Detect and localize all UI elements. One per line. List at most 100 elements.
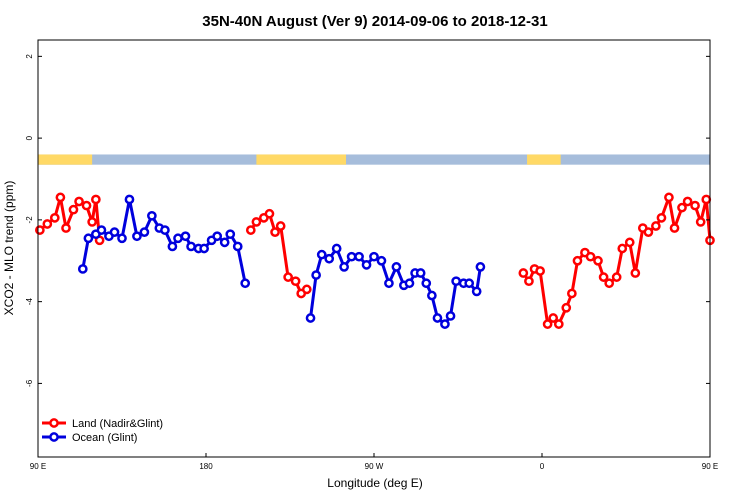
data-point [290, 276, 301, 287]
data-point [305, 313, 316, 323]
land-ocean-strip [38, 154, 710, 165]
data-point [598, 272, 609, 282]
data-point [427, 290, 437, 301]
data-point [212, 231, 223, 242]
series-line [522, 195, 712, 326]
data-point [404, 278, 415, 289]
data-point [339, 262, 349, 272]
data-point [186, 241, 196, 252]
series-land [35, 192, 715, 329]
data-point [651, 221, 661, 231]
data-point [346, 251, 357, 262]
y-axis: 2 0 -2 -4 -6 [25, 54, 710, 387]
x-tick-label: 90 W [365, 462, 384, 471]
legend-label: Ocean (Glint) [72, 432, 137, 444]
y-tick-label: -2 [25, 216, 34, 224]
land-strip-segment [256, 154, 346, 165]
data-point [361, 260, 372, 270]
data-point [518, 268, 529, 278]
data-point [117, 233, 127, 244]
data-point [68, 204, 79, 215]
ocean-strip [38, 154, 710, 165]
land-strip-segment [38, 154, 93, 165]
data-point [139, 227, 150, 237]
data-point [701, 194, 712, 205]
x-tick-label: 90 E [30, 462, 46, 471]
data-point [283, 272, 293, 282]
data-point [251, 217, 262, 227]
data-point [384, 278, 394, 289]
data-point [415, 268, 426, 278]
data-point [669, 223, 680, 233]
data-point [173, 233, 183, 244]
data-point [593, 255, 603, 266]
data-point [695, 217, 706, 227]
data-point [451, 276, 461, 287]
data-point [42, 219, 53, 229]
data-point [440, 319, 450, 329]
data-point [475, 262, 486, 272]
data-point [232, 241, 243, 252]
data-point [585, 251, 596, 262]
data-point [109, 227, 120, 237]
x-tick-label: 180 [199, 462, 213, 471]
data-point [421, 278, 432, 289]
legend-marker [49, 432, 59, 442]
data-point [331, 243, 342, 254]
data-point [49, 212, 60, 223]
data-point [96, 225, 107, 235]
series-layer [35, 192, 715, 329]
data-point [369, 251, 379, 262]
y-tick-label: -4 [25, 298, 34, 306]
chart-title: 35N-40N August (Ver 9) 2014-09-06 to 201… [202, 13, 547, 30]
data-point [561, 302, 572, 313]
data-point [55, 192, 66, 203]
series-line [309, 247, 482, 326]
data-point [81, 200, 92, 211]
data-point [324, 253, 335, 264]
data-point [199, 243, 209, 254]
data-point [664, 192, 674, 203]
data-point [354, 251, 364, 262]
data-point [677, 202, 687, 213]
x-axis-label: Longitude (deg E) [327, 476, 422, 490]
data-point [132, 231, 142, 242]
data-point [87, 217, 97, 227]
data-point [124, 194, 135, 205]
legend-label: Land (Nadir&Glint) [72, 418, 163, 430]
data-point [617, 243, 628, 254]
data-point [690, 200, 700, 211]
data-point [682, 196, 693, 207]
legend-marker [49, 418, 59, 428]
x-tick-label: 0 [540, 462, 545, 471]
data-point [542, 319, 553, 329]
data-point [301, 284, 312, 295]
data-point [270, 227, 280, 237]
data-point [611, 272, 622, 282]
data-point [77, 264, 88, 274]
legend: Land (Nadir&Glint) Ocean (Glint) [42, 418, 163, 444]
data-point [548, 313, 559, 323]
data-point [240, 278, 251, 289]
data-point [643, 227, 654, 237]
data-point [219, 237, 230, 248]
data-point [553, 319, 564, 329]
data-point [311, 270, 321, 280]
data-point [61, 223, 71, 233]
y-tick-label: 0 [25, 135, 34, 140]
x-tick-label: 90 E [702, 462, 718, 471]
data-point [376, 255, 387, 266]
data-point [316, 249, 327, 260]
data-point [471, 286, 482, 297]
data-point [167, 241, 178, 252]
data-point [535, 266, 545, 276]
data-point [391, 262, 402, 272]
data-point [264, 208, 275, 219]
data-point [464, 278, 475, 289]
data-point [245, 225, 256, 235]
data-point [83, 233, 94, 244]
series-ocean [77, 194, 486, 329]
data-point [147, 210, 157, 221]
plot-frame [37, 39, 711, 458]
